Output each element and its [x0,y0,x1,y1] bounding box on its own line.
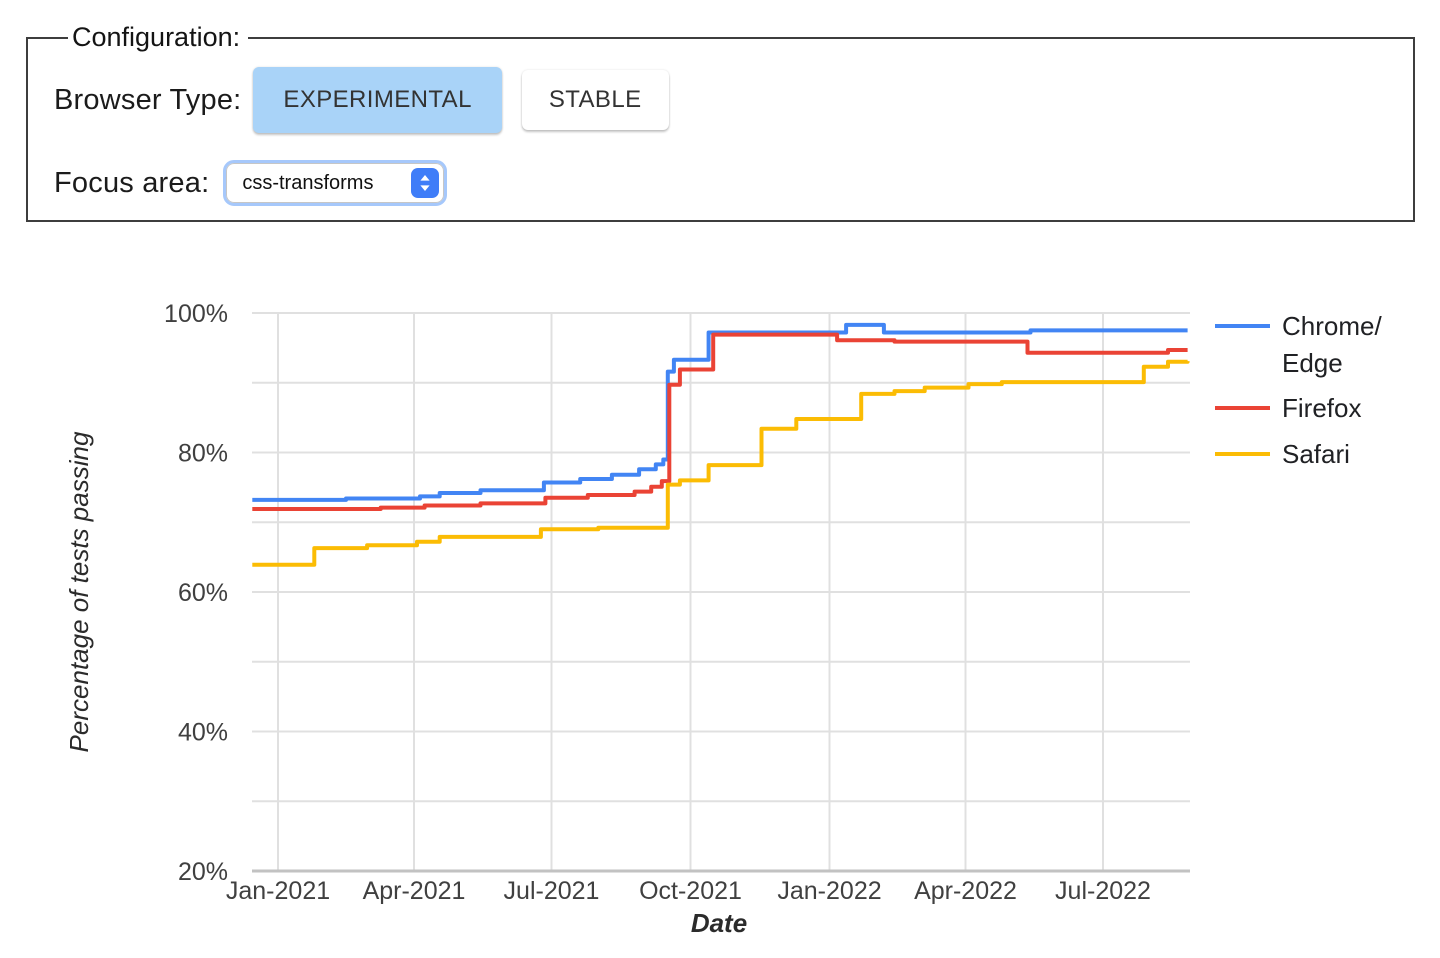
browser-type-label: Browser Type: [54,83,242,116]
legend-item-chrome-edge: Chrome/Edge [1215,311,1382,378]
stable-button[interactable]: STABLE [521,70,669,130]
x-axis-tick-labels: Jan-2021 Apr-2021 Jul-2021 Oct-2021 Jan-2022… [226,877,1151,905]
focus-area-label: Focus area: [54,166,210,199]
x-tick-label: Oct-2021 [639,877,742,905]
focus-area-row: Focus area: css-transforms [54,160,1413,206]
browser-type-row: Browser Type: EXPERIMENTAL STABLE [54,67,1413,133]
x-axis-title: Date [691,908,747,938]
x-tick-label: Jul-2021 [504,877,600,905]
y-tick-label: 20% [178,858,228,886]
chart-gridlines [252,312,1190,871]
y-tick-label: 60% [178,579,228,607]
focus-area-selected-value: css-transforms [242,171,374,194]
legend-label: Edge [1282,348,1343,378]
y-axis-tick-labels: 100% 80% 60% 40% 20% [164,300,228,886]
series-line-chrome-edge [252,322,1188,502]
legend-label: Safari [1282,439,1350,469]
configuration-legend: Configuration: [72,22,241,52]
legend-label: Chrome/ [1282,311,1382,341]
experimental-button[interactable]: EXPERIMENTAL [253,67,502,133]
y-tick-label: 100% [164,300,228,328]
x-tick-label: Apr-2022 [914,877,1017,905]
x-tick-label: Jan-2022 [777,877,881,905]
series-line-firefox [252,332,1188,511]
legend-item-firefox: Firefox [1215,393,1361,423]
focus-area-select[interactable]: css-transforms [223,160,448,206]
chart-legend: Chrome/Edge Firefox Safari [1215,311,1382,469]
legend-item-safari: Safari [1215,439,1350,469]
y-tick-label: 40% [178,719,228,747]
x-tick-label: Jul-2022 [1055,877,1151,905]
series-line-safari [252,359,1190,567]
y-tick-label: 80% [178,440,228,468]
y-axis-title: Percentage of tests passing [64,431,94,752]
x-tick-label: Jan-2021 [226,877,330,905]
select-up-down-chevrons-icon [411,168,440,198]
x-tick-label: Apr-2021 [363,877,466,905]
legend-label: Firefox [1282,393,1361,423]
configuration-panel: Configuration: Browser Type: EXPERIMENTA… [26,22,1415,222]
